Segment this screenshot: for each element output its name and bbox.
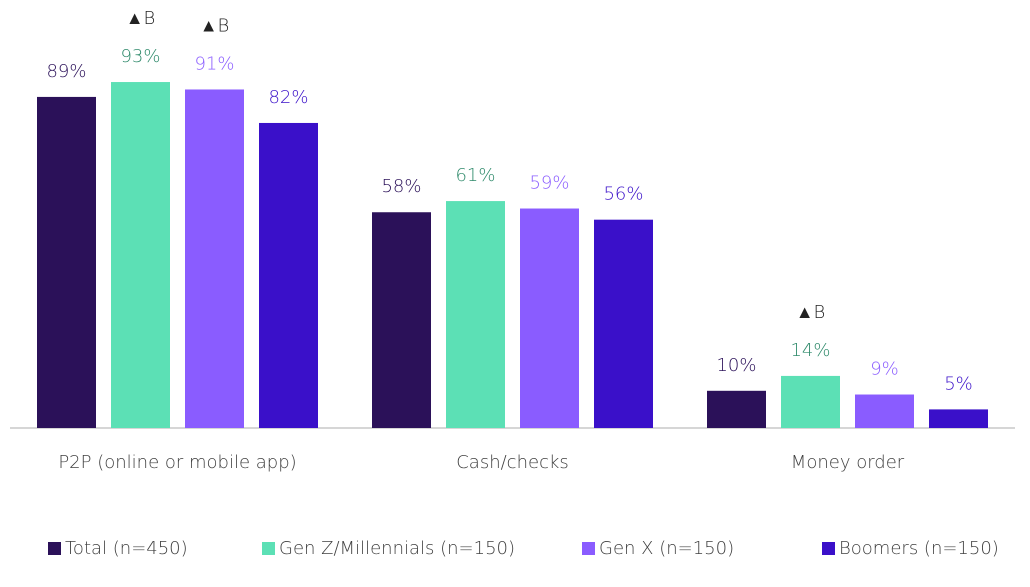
bar [372,212,431,428]
value-label: 82% [268,87,308,108]
value-label: 56% [603,184,643,205]
value-label: 9% [870,359,899,380]
value-label: 14% [790,340,830,361]
bar [520,208,579,428]
bar [707,390,766,428]
value-label: 59% [529,173,569,194]
x-tick-label: P2P (online or mobile app) [58,452,296,473]
x-tick-label: Money order [791,452,905,473]
value-label: 91% [194,53,234,74]
annotation: ▲B [200,15,230,36]
value-label: 89% [46,61,86,82]
legend-swatch [822,542,835,555]
value-label: 61% [455,165,495,186]
legend-swatch [582,542,595,555]
value-label: 93% [120,46,160,67]
legend-swatch [262,542,275,555]
legend-swatch [48,542,61,555]
bar [855,394,914,428]
legend-label: Gen Z/Millennials (n=150) [279,538,515,559]
bar [111,82,170,428]
value-label: 58% [381,176,421,197]
bar [929,409,988,428]
bar [594,219,653,428]
annotation: ▲B [126,8,156,29]
bar [37,96,96,429]
legend-label: Boomers (n=150) [839,538,999,559]
x-tick-label: Cash/checks [456,452,569,473]
bar [259,122,318,429]
value-label: 5% [944,373,973,394]
value-label: 10% [716,355,756,376]
annotation: ▲B [796,302,826,323]
legend-label: Gen X (n=150) [599,538,734,559]
legend-label: Total (n=450) [65,538,188,559]
bar [185,89,244,428]
bar [446,201,505,428]
bar [781,375,840,428]
